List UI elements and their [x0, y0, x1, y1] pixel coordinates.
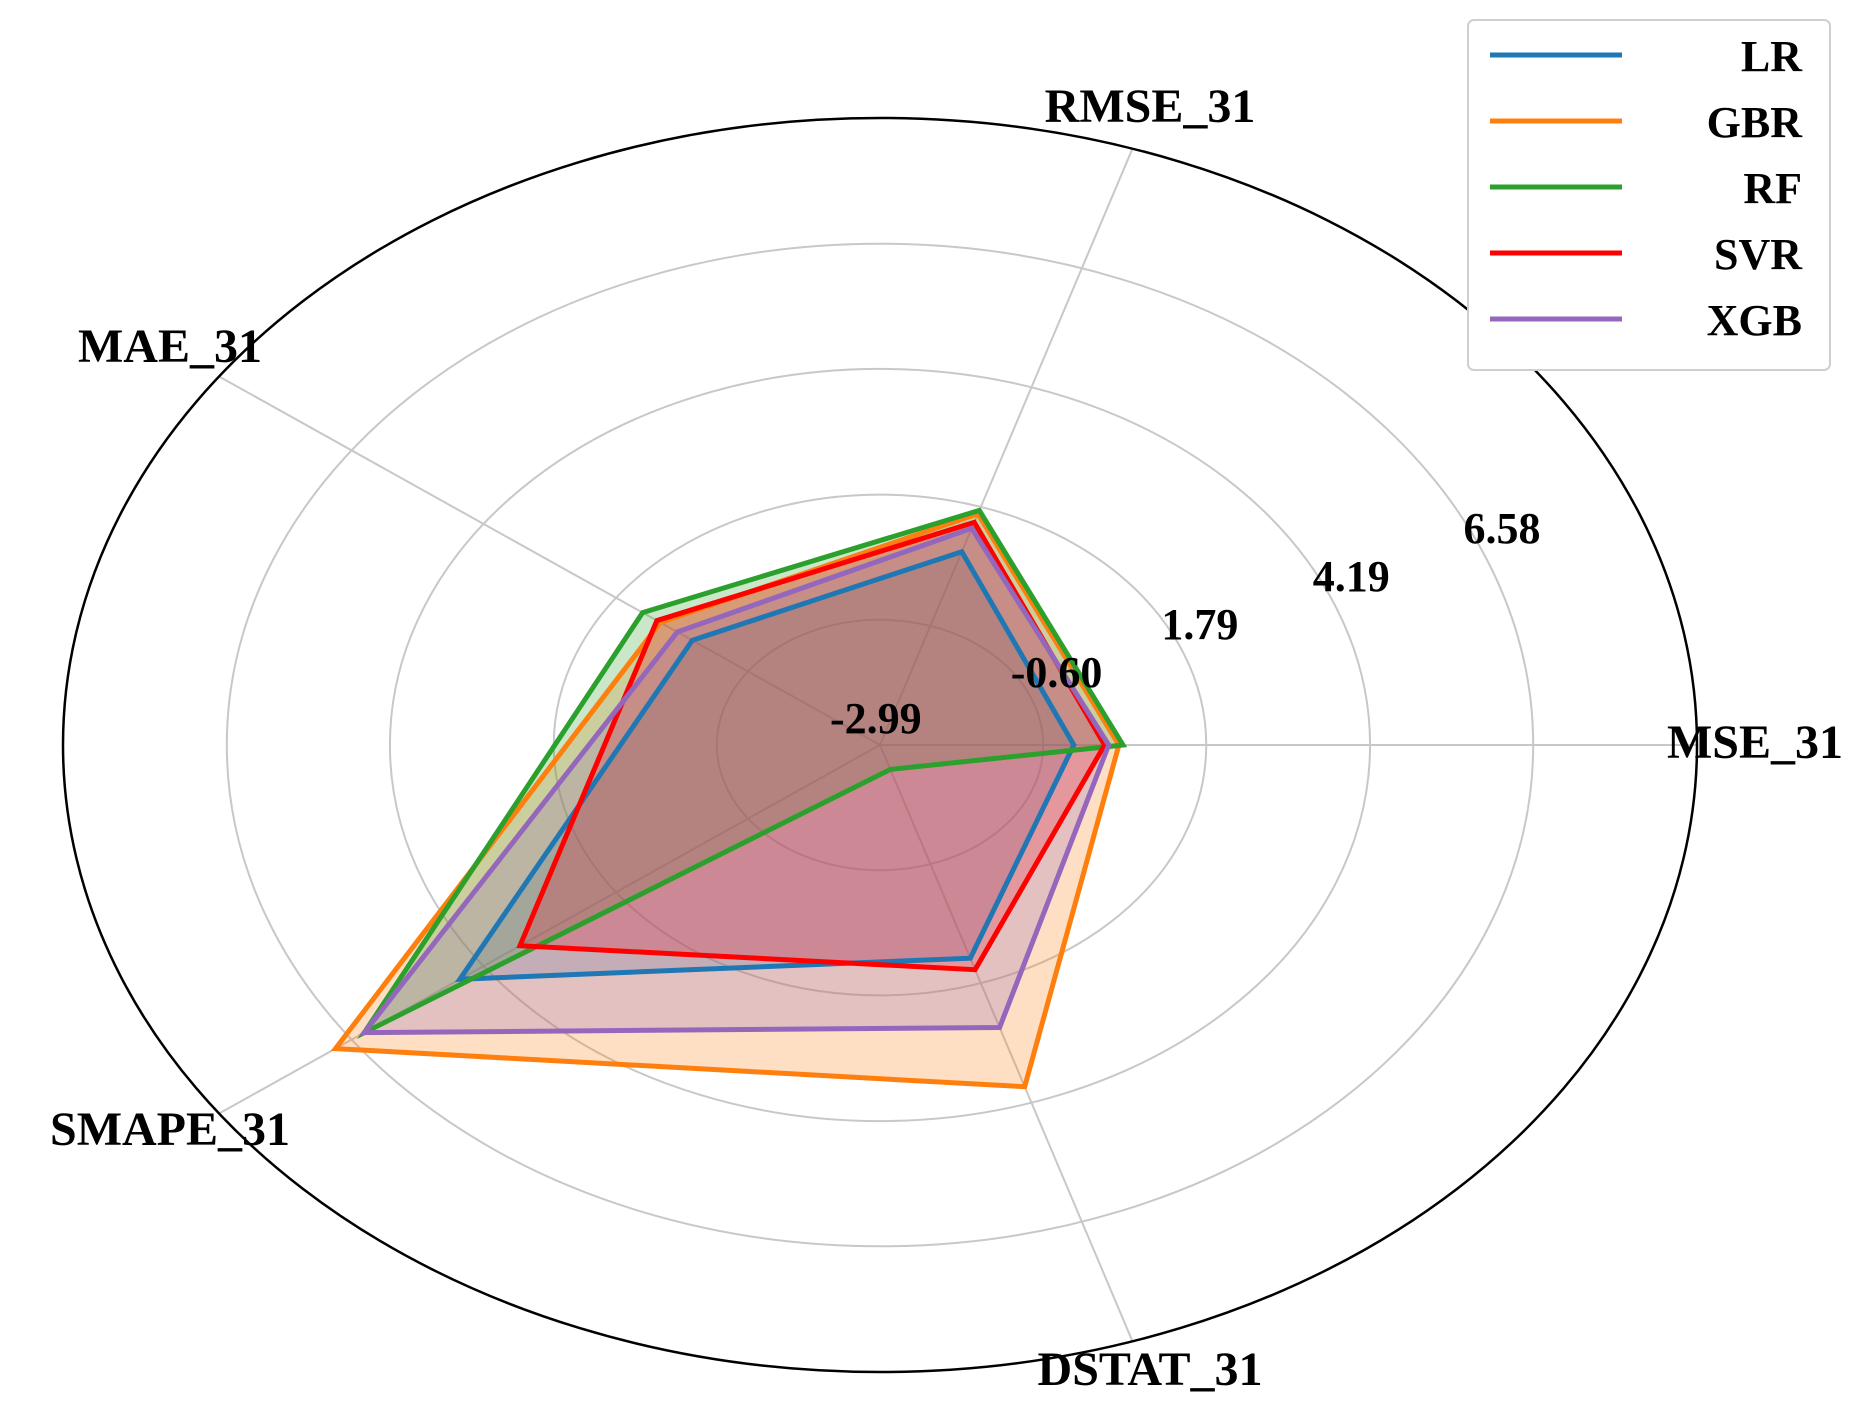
legend-label-svr: SVR	[1714, 230, 1803, 279]
series-fill-lr	[459, 551, 1074, 980]
series-polygons	[330, 507, 1128, 1090]
series-fill-gbr	[335, 513, 1119, 1087]
radial-tick-label: 1.79	[1161, 600, 1238, 649]
legend-box	[1467, 19, 1831, 371]
series-line-xgb	[359, 525, 1112, 1036]
axis-spoke	[218, 744, 881, 1115]
axis-spoke	[879, 744, 1134, 1342]
radial-tick-label: 4.19	[1313, 552, 1390, 601]
axis-spoke	[218, 375, 881, 746]
axis-label-rmse-31: RMSE_31	[1045, 80, 1256, 133]
legend-label-xgb: XGB	[1707, 296, 1802, 345]
series-fill-svr	[520, 522, 1105, 970]
axis-spoke	[879, 148, 1134, 746]
series-line-svr	[516, 519, 1108, 973]
grid	[61, 116, 1699, 1374]
radial-tick-label: -2.99	[830, 694, 922, 743]
radial-tick-label: 6.58	[1464, 504, 1541, 553]
radial-tick-label: -0.60	[1011, 648, 1103, 697]
radial-tick-labels: -2.99 -0.60 1.79 4.19 6.58	[830, 504, 1541, 743]
legend-label-gbr: GBR	[1707, 98, 1804, 147]
series-fill-rf	[364, 510, 1123, 1033]
series-fill-xgb	[364, 528, 1109, 1033]
outer-frame	[61, 116, 1699, 1374]
axis-label-mse-31: MSE_31	[1667, 716, 1843, 769]
legend-label-lr: LR	[1741, 32, 1803, 81]
legend-label-rf: RF	[1743, 164, 1802, 213]
series-line-rf	[357, 507, 1128, 1040]
axis-label-smape-31: SMAPE_31	[50, 1103, 290, 1156]
axis-label-mae-31: MAE_31	[78, 320, 262, 373]
legend: LR GBR RF SVR XGB	[1467, 19, 1831, 371]
axis-labels: MSE_31 RMSE_31 MAE_31 SMAPE_31 DSTAT_31	[50, 80, 1843, 1396]
axis-label-dstat-31: DSTAT_31	[1038, 1343, 1263, 1396]
